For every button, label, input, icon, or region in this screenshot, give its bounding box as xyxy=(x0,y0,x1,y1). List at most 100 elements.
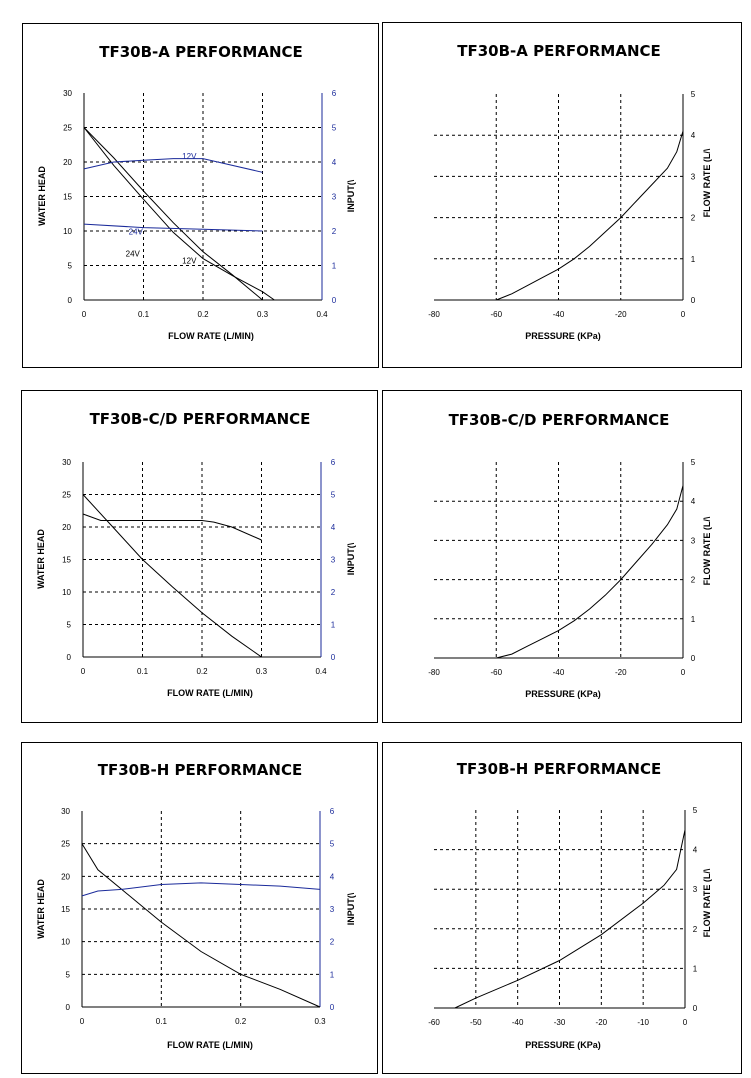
x-tick-label: -60 xyxy=(490,310,502,319)
x-tick-label: 0 xyxy=(81,667,86,676)
series-line-input xyxy=(82,513,262,541)
y-axis-label: FLOW RATE (L/\ xyxy=(702,516,712,585)
y2-axis-label: INPUT(\ xyxy=(346,892,356,925)
x-tick-label: -60 xyxy=(428,1018,440,1027)
y2-tick-label: 5 xyxy=(331,491,336,500)
x-tick-label: -10 xyxy=(637,1018,649,1027)
x-axis-label: FLOW RATE (L/MIN) xyxy=(168,331,254,341)
annotation-12v-head: 12V xyxy=(182,256,197,265)
y2-tick-label: 6 xyxy=(331,458,336,467)
x-tick-label: -80 xyxy=(428,310,440,319)
y-tick-label: 5 xyxy=(67,621,72,630)
x-tick-label: -50 xyxy=(470,1018,482,1027)
y2-tick-label: 6 xyxy=(332,89,337,98)
y-tick-label: 4 xyxy=(691,497,696,506)
series-line-12v-head xyxy=(83,127,275,301)
y-tick-label: 10 xyxy=(61,938,70,947)
series-line-24v-input xyxy=(83,223,263,232)
y2-tick-label: 5 xyxy=(330,840,335,849)
x-axis-label: PRESSURE (KPa) xyxy=(525,689,601,699)
chart-6: TF30B-H PERFORMANCE PRESSURE (KPa) FLOW … xyxy=(428,760,712,1050)
chart-panel-3: TF30B-C/D PERFORMANCE FLOW RATE (L/MIN) … xyxy=(21,390,378,723)
y-axis-label: WATER HEAD xyxy=(36,529,46,589)
grid-lines xyxy=(83,462,321,657)
y-axis-label: WATER HEAD xyxy=(37,166,47,226)
y2-tick-label: 0 xyxy=(330,1003,335,1012)
y2-tick-label: 4 xyxy=(331,523,336,532)
chart-title: TF30B-C/D PERFORMANCE xyxy=(449,411,670,429)
chart-panel-6: TF30B-H PERFORMANCE PRESSURE (KPa) FLOW … xyxy=(382,742,742,1074)
y2-tick-label: 1 xyxy=(330,970,335,979)
series-line-input xyxy=(81,882,321,897)
y-tick-label: 20 xyxy=(62,523,71,532)
y-tick-label: 5 xyxy=(691,458,696,467)
series-line-flow xyxy=(496,485,684,659)
y-axis-label: WATER HEAD xyxy=(36,879,46,939)
y2-tick-label: 3 xyxy=(330,905,335,914)
chart-panel-4: TF30B-C/D PERFORMANCE PRESSURE (KPa) FLO… xyxy=(382,390,742,723)
y-tick-label: 15 xyxy=(62,556,71,565)
y2-tick-label: 3 xyxy=(332,193,337,202)
y2-tick-label: 4 xyxy=(332,158,337,167)
y2-tick-label: 0 xyxy=(331,653,336,662)
y-tick-label: 2 xyxy=(691,576,696,585)
y-tick-label: 20 xyxy=(61,872,70,881)
chart-panel-1: TF30B-A PERFORMANCE FLOW RATE (L/MIN) WA… xyxy=(22,23,379,368)
y-tick-label: 5 xyxy=(66,970,71,979)
y2-tick-label: 0 xyxy=(332,296,337,305)
chart-2: TF30B-A PERFORMANCE PRESSURE (KPa) FLOW … xyxy=(428,42,712,341)
y-tick-label: 1 xyxy=(693,964,698,973)
y-tick-label: 3 xyxy=(691,536,696,545)
x-tick-label: 0.2 xyxy=(235,1017,247,1026)
chart-title: TF30B-H PERFORMANCE xyxy=(98,761,302,779)
chart-panel-2: TF30B-A PERFORMANCE PRESSURE (KPa) FLOW … xyxy=(382,22,742,368)
y-tick-label: 2 xyxy=(693,925,698,934)
x-tick-label: 0.2 xyxy=(196,667,208,676)
series-line-flow xyxy=(496,130,684,301)
x-tick-label: -40 xyxy=(553,668,565,677)
y2-tick-label: 5 xyxy=(332,124,337,133)
chart-1: TF30B-A PERFORMANCE FLOW RATE (L/MIN) WA… xyxy=(37,43,356,341)
y-tick-label: 0 xyxy=(691,654,696,663)
y-tick-label: 15 xyxy=(61,905,70,914)
x-tick-label: -40 xyxy=(553,310,565,319)
y-tick-label: 3 xyxy=(691,172,696,181)
y2-tick-label: 1 xyxy=(331,621,336,630)
y-tick-label: 0 xyxy=(68,296,73,305)
series-line-24v-head xyxy=(83,127,263,301)
y2-tick-label: 4 xyxy=(330,872,335,881)
y-tick-label: 5 xyxy=(693,806,698,815)
x-tick-label: 0 xyxy=(681,668,686,677)
y-tick-label: 10 xyxy=(63,227,72,236)
x-tick-label: 0 xyxy=(683,1018,688,1027)
x-tick-label: 0 xyxy=(80,1017,85,1026)
y-tick-label: 30 xyxy=(61,807,70,816)
x-tick-label: -20 xyxy=(615,668,627,677)
y-tick-label: 0 xyxy=(66,1003,71,1012)
x-tick-label: 0.3 xyxy=(314,1017,326,1026)
x-tick-label: 0.1 xyxy=(137,667,149,676)
y-tick-label: 25 xyxy=(61,840,70,849)
x-axis-label: PRESSURE (KPa) xyxy=(525,1040,601,1050)
chart-title: TF30B-H PERFORMANCE xyxy=(457,760,661,778)
x-tick-label: -40 xyxy=(512,1018,524,1027)
x-axis-label: PRESSURE (KPa) xyxy=(525,331,601,341)
chart-5: TF30B-H PERFORMANCE FLOW RATE (L/MIN) WA… xyxy=(36,761,356,1050)
y2-tick-label: 2 xyxy=(332,227,337,236)
y-tick-label: 0 xyxy=(691,296,696,305)
y2-tick-label: 1 xyxy=(332,262,337,271)
y-tick-label: 2 xyxy=(691,214,696,223)
x-tick-label: 0.3 xyxy=(257,310,269,319)
x-axis-label: FLOW RATE (L/MIN) xyxy=(167,688,253,698)
grid-lines xyxy=(434,462,683,658)
x-tick-label: 0 xyxy=(681,310,686,319)
x-tick-label: 0.3 xyxy=(256,667,268,676)
annotation-12v-input: 12V xyxy=(182,152,197,161)
y2-axis-label: INPUT(\ xyxy=(346,179,356,212)
y2-tick-label: 2 xyxy=(330,938,335,947)
x-tick-label: 0.1 xyxy=(156,1017,168,1026)
x-tick-label: -30 xyxy=(554,1018,566,1027)
series-line-12v-input xyxy=(83,158,263,173)
x-tick-label: 0.4 xyxy=(316,310,328,319)
y-tick-label: 15 xyxy=(63,193,72,202)
